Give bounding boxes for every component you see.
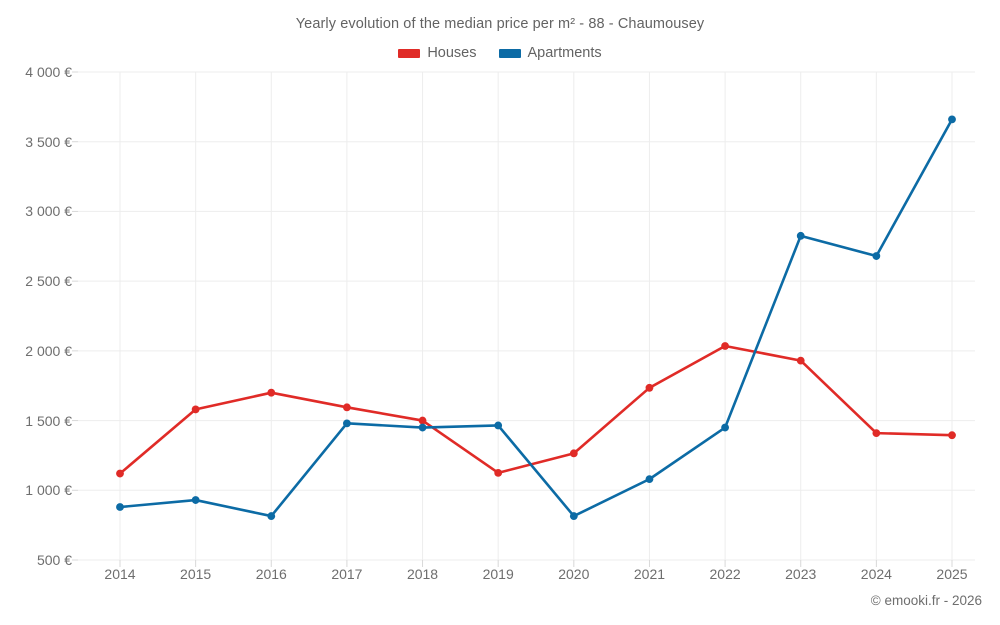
legend-label-houses: Houses: [427, 45, 477, 61]
data-point-houses-2021[interactable]: [645, 383, 654, 392]
chart-canvas: [72, 71, 975, 567]
data-point-houses-2020[interactable]: [569, 449, 578, 458]
footer-credit: © emooki.fr - 2026: [870, 593, 982, 608]
x-tick-label: 2024: [860, 566, 892, 582]
x-tick-label: 2022: [709, 566, 741, 582]
chart-title: Yearly evolution of the median price per…: [295, 16, 705, 32]
chart-legend: Houses Apartments: [0, 45, 1000, 61]
data-point-apartments-2024[interactable]: [872, 252, 881, 260]
y-tick-label: 1 000 €: [25, 482, 72, 499]
data-point-houses-2023[interactable]: [796, 356, 805, 365]
data-point-houses-2018[interactable]: [418, 416, 427, 425]
data-point-houses-2024[interactable]: [872, 429, 881, 438]
data-point-apartments-2020[interactable]: [569, 512, 578, 520]
y-tick-label: 3 000 €: [25, 203, 72, 220]
y-tick-label: 4 000 €: [25, 64, 72, 80]
x-tick-label: 2025: [936, 566, 968, 582]
series-line-apartments: [118, 118, 954, 518]
data-point-apartments-2016[interactable]: [267, 512, 276, 520]
plot-area: [72, 71, 975, 567]
data-point-apartments-2021[interactable]: [645, 475, 654, 484]
data-point-houses-2022[interactable]: [721, 342, 729, 350]
data-point-apartments-2014[interactable]: [116, 503, 124, 511]
y-axis: 500 € 1 000 € 1 500 € 2 000 € 2 500 € 3 000 €…: [0, 64, 72, 568]
data-point-apartments-2019[interactable]: [494, 421, 503, 430]
legend-swatch-apartments: [498, 48, 521, 58]
legend-swatch-houses: [398, 48, 421, 58]
data-point-apartments-2023[interactable]: [796, 231, 805, 240]
y-tick-label: 1 500 €: [25, 412, 72, 429]
x-tick-label: 2023: [785, 566, 817, 582]
data-point-apartments-2015[interactable]: [191, 496, 200, 504]
series-line-houses: [118, 344, 954, 475]
data-point-apartments-2018[interactable]: [418, 423, 427, 432]
data-point-houses-2019[interactable]: [494, 468, 503, 477]
y-tick-label: 2 500 €: [25, 273, 72, 290]
data-point-apartments-2022[interactable]: [721, 423, 729, 432]
data-point-apartments-2025[interactable]: [948, 115, 956, 124]
x-tick-label: 2016: [255, 566, 287, 582]
data-point-houses-2017[interactable]: [343, 403, 351, 412]
data-point-apartments-2017[interactable]: [343, 419, 351, 428]
data-point-houses-2025[interactable]: [948, 431, 956, 440]
y-tick-label: 3 500 €: [25, 133, 72, 150]
data-point-houses-2015[interactable]: [191, 405, 200, 414]
x-tick-label: 2019: [482, 566, 514, 582]
y-tick-label: 500 €: [36, 552, 72, 568]
y-tick-label: 2 000 €: [25, 342, 72, 359]
x-axis: 2014 2015 2016 2017 2018 2019 2020 2021 2022 2023…: [78, 566, 975, 590]
x-tick-label: 2015: [180, 566, 212, 582]
x-tick-label: 2017: [331, 566, 363, 582]
x-tick-label: 2021: [633, 566, 666, 582]
legend-item-apartments[interactable]: Apartments: [498, 45, 602, 61]
data-point-houses-2014[interactable]: [116, 469, 124, 478]
x-tick-label: 2018: [406, 566, 439, 582]
data-point-houses-2016[interactable]: [267, 388, 276, 397]
legend-item-houses[interactable]: Houses: [398, 45, 477, 61]
x-tick-label: 2014: [104, 566, 136, 582]
x-tick-label: 2020: [558, 566, 590, 582]
legend-label-apartments: Apartments: [527, 45, 602, 61]
